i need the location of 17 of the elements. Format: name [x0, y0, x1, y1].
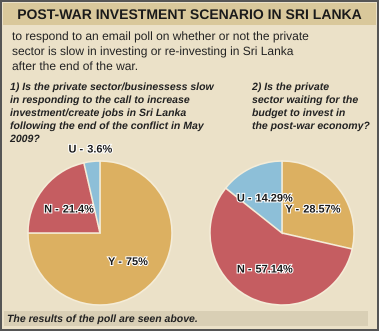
- slice-label: Y -: [285, 203, 300, 216]
- slice-label: N -: [236, 264, 252, 276]
- data-label: 28.57%: [303, 203, 341, 216]
- chart-title: 1) Is the private sector/businessess slow in responding to the call to increase investment/create jobs in Sri Lanka following the end of the conflict in May 2009?: [9, 81, 214, 145]
- data-label: 3.6%: [87, 144, 112, 156]
- slice-label: U -: [236, 192, 252, 204]
- chart-title: 2) Is the private sector waiting for the budget to invest in the post-war economy?: [251, 81, 370, 132]
- slice-label: N -: [44, 203, 60, 216]
- slice-label: Y -: [108, 256, 122, 268]
- data-label: 21.4%: [62, 203, 94, 216]
- slice-label: U -: [68, 144, 84, 156]
- data-label: 75%: [126, 256, 148, 268]
- text: POST-WAR INVESTMENT SCENARIO IN SRI LANKA: [17, 6, 362, 22]
- text: to respond to an email poll on whether or not the private sector is slow in investing or re-investing in Sri Lanka after the end of the war.: [12, 29, 310, 73]
- data-label: 57.14%: [256, 264, 294, 276]
- pie-slice: [27, 160, 173, 306]
- caption-box: The results of the poll are seen above.: [4, 311, 368, 326]
